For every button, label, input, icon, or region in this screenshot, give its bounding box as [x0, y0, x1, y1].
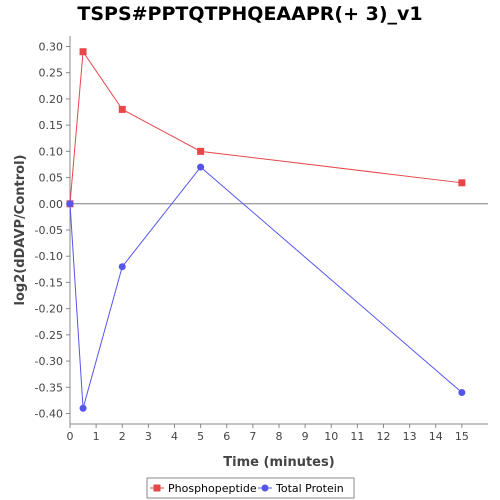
y-tick-label: -0.40 — [35, 408, 63, 421]
chart-title: TSPS#PPTQTPHQEAAPR(+ 3)_v1 — [77, 3, 423, 25]
x-tick-label: 8 — [276, 430, 283, 443]
y-tick-label: -0.25 — [35, 329, 63, 342]
phosphopeptide-point — [458, 179, 466, 187]
legend-swatch-marker — [153, 484, 161, 492]
y-tick-label: 0.15 — [39, 119, 64, 132]
x-tick-label: 14 — [429, 430, 443, 443]
y-tick-label: -0.15 — [35, 276, 63, 289]
legend-item-phosphopeptide: Phosphopeptide — [150, 482, 257, 495]
y-axis: 0.30 0.25 0.20 0.15 0.10 0.05 0.00 -0.05 -0.10 -0… — [35, 36, 71, 424]
x-tick-label: 0 — [67, 430, 74, 443]
y-tick-label: 0.20 — [39, 93, 64, 106]
x-tick-label: 5 — [197, 430, 204, 443]
phosphopeptide-point — [197, 147, 205, 155]
x-tick-label: 11 — [350, 430, 364, 443]
x-tick-label: 12 — [377, 430, 391, 443]
legend-label: Phosphopeptide — [168, 482, 257, 495]
x-axis: 0 1 2 3 4 5 6 7 8 9 10 11 12 13 14 15 — [67, 423, 488, 443]
legend: Phosphopeptide Total Protein — [146, 477, 355, 499]
x-tick-label: 13 — [403, 430, 417, 443]
x-tick-label: 10 — [324, 430, 338, 443]
x-tick-label: 1 — [93, 430, 100, 443]
total-protein-point — [197, 163, 205, 171]
x-axis-title: Time (minutes) — [223, 455, 334, 470]
legend-item-total-protein: Total Protein — [258, 482, 344, 495]
x-tick-label: 7 — [249, 430, 256, 443]
total-protein-point — [118, 263, 126, 271]
y-tick-label: -0.35 — [35, 381, 63, 394]
legend-box — [146, 477, 355, 499]
x-tick-label: 15 — [455, 430, 469, 443]
y-tick-label: -0.20 — [35, 303, 63, 316]
plot-background — [70, 36, 488, 424]
series-total-protein — [66, 163, 466, 412]
x-tick-label: 9 — [302, 430, 309, 443]
y-tick-label: 0.25 — [39, 67, 64, 80]
total-protein-point — [66, 200, 74, 208]
y-tick-label: 0.10 — [39, 145, 64, 158]
y-axis-title: log2(dDAVP/Control) — [13, 155, 28, 306]
plot-area — [70, 36, 488, 424]
y-tick-label: -0.05 — [35, 224, 63, 237]
y-tick-label: -0.30 — [35, 355, 63, 368]
x-tick-label: 3 — [145, 430, 152, 443]
phosphopeptide-point — [79, 48, 87, 56]
y-tick-label: 0.30 — [39, 40, 64, 53]
y-tick-label: -0.10 — [35, 250, 63, 263]
total-protein-point — [79, 404, 87, 412]
series-layer — [66, 48, 466, 412]
x-tick-label: 6 — [223, 430, 230, 443]
x-tick-label: 2 — [119, 430, 126, 443]
total-protein-point — [458, 389, 466, 397]
y-tick-label: 0.05 — [39, 172, 64, 185]
phosphopeptide-point — [118, 105, 126, 113]
legend-swatch-marker — [261, 484, 269, 492]
legend-label: Total Protein — [275, 482, 344, 495]
y-tick-label: 0.00 — [39, 198, 64, 211]
x-tick-label: 4 — [171, 430, 178, 443]
